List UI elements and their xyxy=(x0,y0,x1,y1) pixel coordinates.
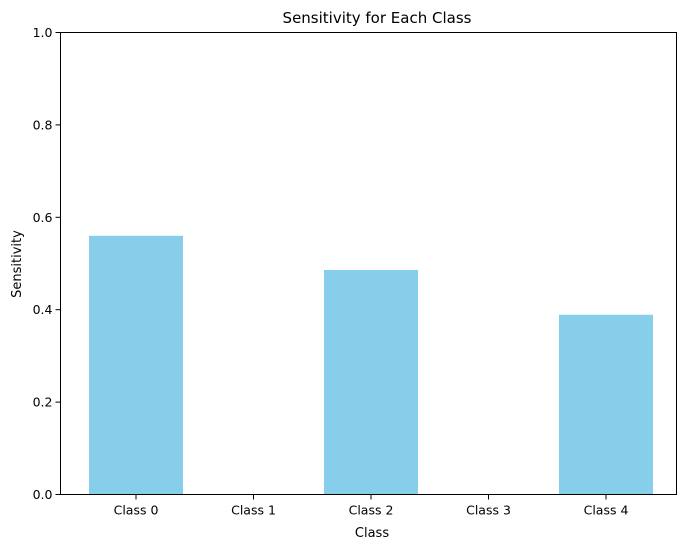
y-tick-label: 1.0 xyxy=(33,25,53,40)
bars xyxy=(89,235,653,495)
x-tick-label: Class 1 xyxy=(231,503,276,518)
y-axis-title: Sensitivity xyxy=(10,230,25,298)
y-tick-label: 0.2 xyxy=(33,395,53,410)
x-tick-label: Class 3 xyxy=(466,503,511,518)
chart-title: Sensitivity for Each Class xyxy=(283,9,472,27)
x-axis-title: Class xyxy=(355,526,389,541)
bar-class-0 xyxy=(89,235,183,495)
x-tick-label: Class 4 xyxy=(584,503,629,518)
bar-class-2 xyxy=(324,269,418,495)
x-axis: Class 0 Class 1 Class 2 Class 3 Class 4 xyxy=(114,494,629,518)
y-tick-label: 0.4 xyxy=(33,302,53,317)
y-tick-label: 0.0 xyxy=(33,487,53,502)
y-axis: 0.0 0.2 0.4 0.6 0.8 1.0 xyxy=(33,25,61,502)
bar-class-4 xyxy=(559,314,653,495)
x-tick-label: Class 2 xyxy=(349,503,394,518)
y-tick-label: 0.8 xyxy=(33,117,53,132)
y-tick-label: 0.6 xyxy=(33,210,53,225)
x-tick-label: Class 0 xyxy=(114,503,159,518)
plot-frame xyxy=(60,32,677,495)
